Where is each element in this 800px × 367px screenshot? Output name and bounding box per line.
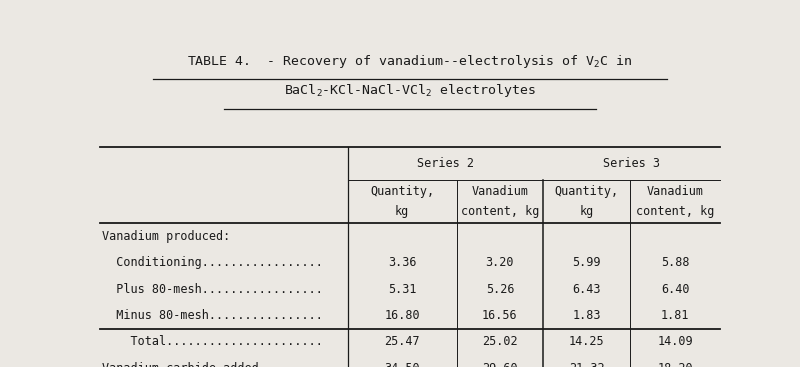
Text: Quantity,: Quantity, (370, 185, 434, 199)
Text: TABLE 4.  - Recovery of vanadium--electrolysis of $\mathregular{V_2C}$ in: TABLE 4. - Recovery of vanadium--electro… (187, 52, 633, 69)
Text: 5.99: 5.99 (573, 257, 601, 269)
Text: 16.56: 16.56 (482, 309, 518, 322)
Text: Conditioning.................: Conditioning................. (102, 257, 323, 269)
Text: 25.47: 25.47 (385, 335, 420, 348)
Text: 34.50: 34.50 (385, 361, 420, 367)
Text: Vanadium carbide added.........: Vanadium carbide added......... (102, 361, 323, 367)
Text: Series 2: Series 2 (417, 157, 474, 170)
Text: Vanadium: Vanadium (471, 185, 529, 199)
Text: 14.09: 14.09 (658, 335, 693, 348)
Text: Total......................: Total...................... (102, 335, 323, 348)
Text: 5.26: 5.26 (486, 283, 514, 296)
Text: Quantity,: Quantity, (554, 185, 618, 199)
Text: 1.83: 1.83 (573, 309, 601, 322)
Text: 18.20: 18.20 (658, 361, 693, 367)
Text: $\mathregular{BaCl_2}$-KCl-NaCl-$\mathregular{VCl_2}$ electrolytes: $\mathregular{BaCl_2}$-KCl-NaCl-$\mathre… (284, 82, 536, 99)
Text: Plus 80-mesh.................: Plus 80-mesh................. (102, 283, 323, 296)
Text: 5.88: 5.88 (661, 257, 690, 269)
Text: 14.25: 14.25 (569, 335, 605, 348)
Text: 6.43: 6.43 (573, 283, 601, 296)
Text: Vanadium: Vanadium (646, 185, 703, 199)
Text: Vanadium produced:: Vanadium produced: (102, 230, 230, 243)
Text: content, kg: content, kg (636, 205, 714, 218)
Text: 6.40: 6.40 (661, 283, 690, 296)
Text: kg: kg (395, 205, 410, 218)
Text: content, kg: content, kg (461, 205, 539, 218)
Text: 3.36: 3.36 (388, 257, 417, 269)
Text: 1.81: 1.81 (661, 309, 690, 322)
Text: 25.02: 25.02 (482, 335, 518, 348)
Text: 29.60: 29.60 (482, 361, 518, 367)
Text: Minus 80-mesh................: Minus 80-mesh................ (102, 309, 323, 322)
Text: 3.20: 3.20 (486, 257, 514, 269)
Text: Series 3: Series 3 (603, 157, 660, 170)
Text: 5.31: 5.31 (388, 283, 417, 296)
Text: 16.80: 16.80 (385, 309, 420, 322)
Text: kg: kg (579, 205, 594, 218)
Text: 21.32: 21.32 (569, 361, 605, 367)
